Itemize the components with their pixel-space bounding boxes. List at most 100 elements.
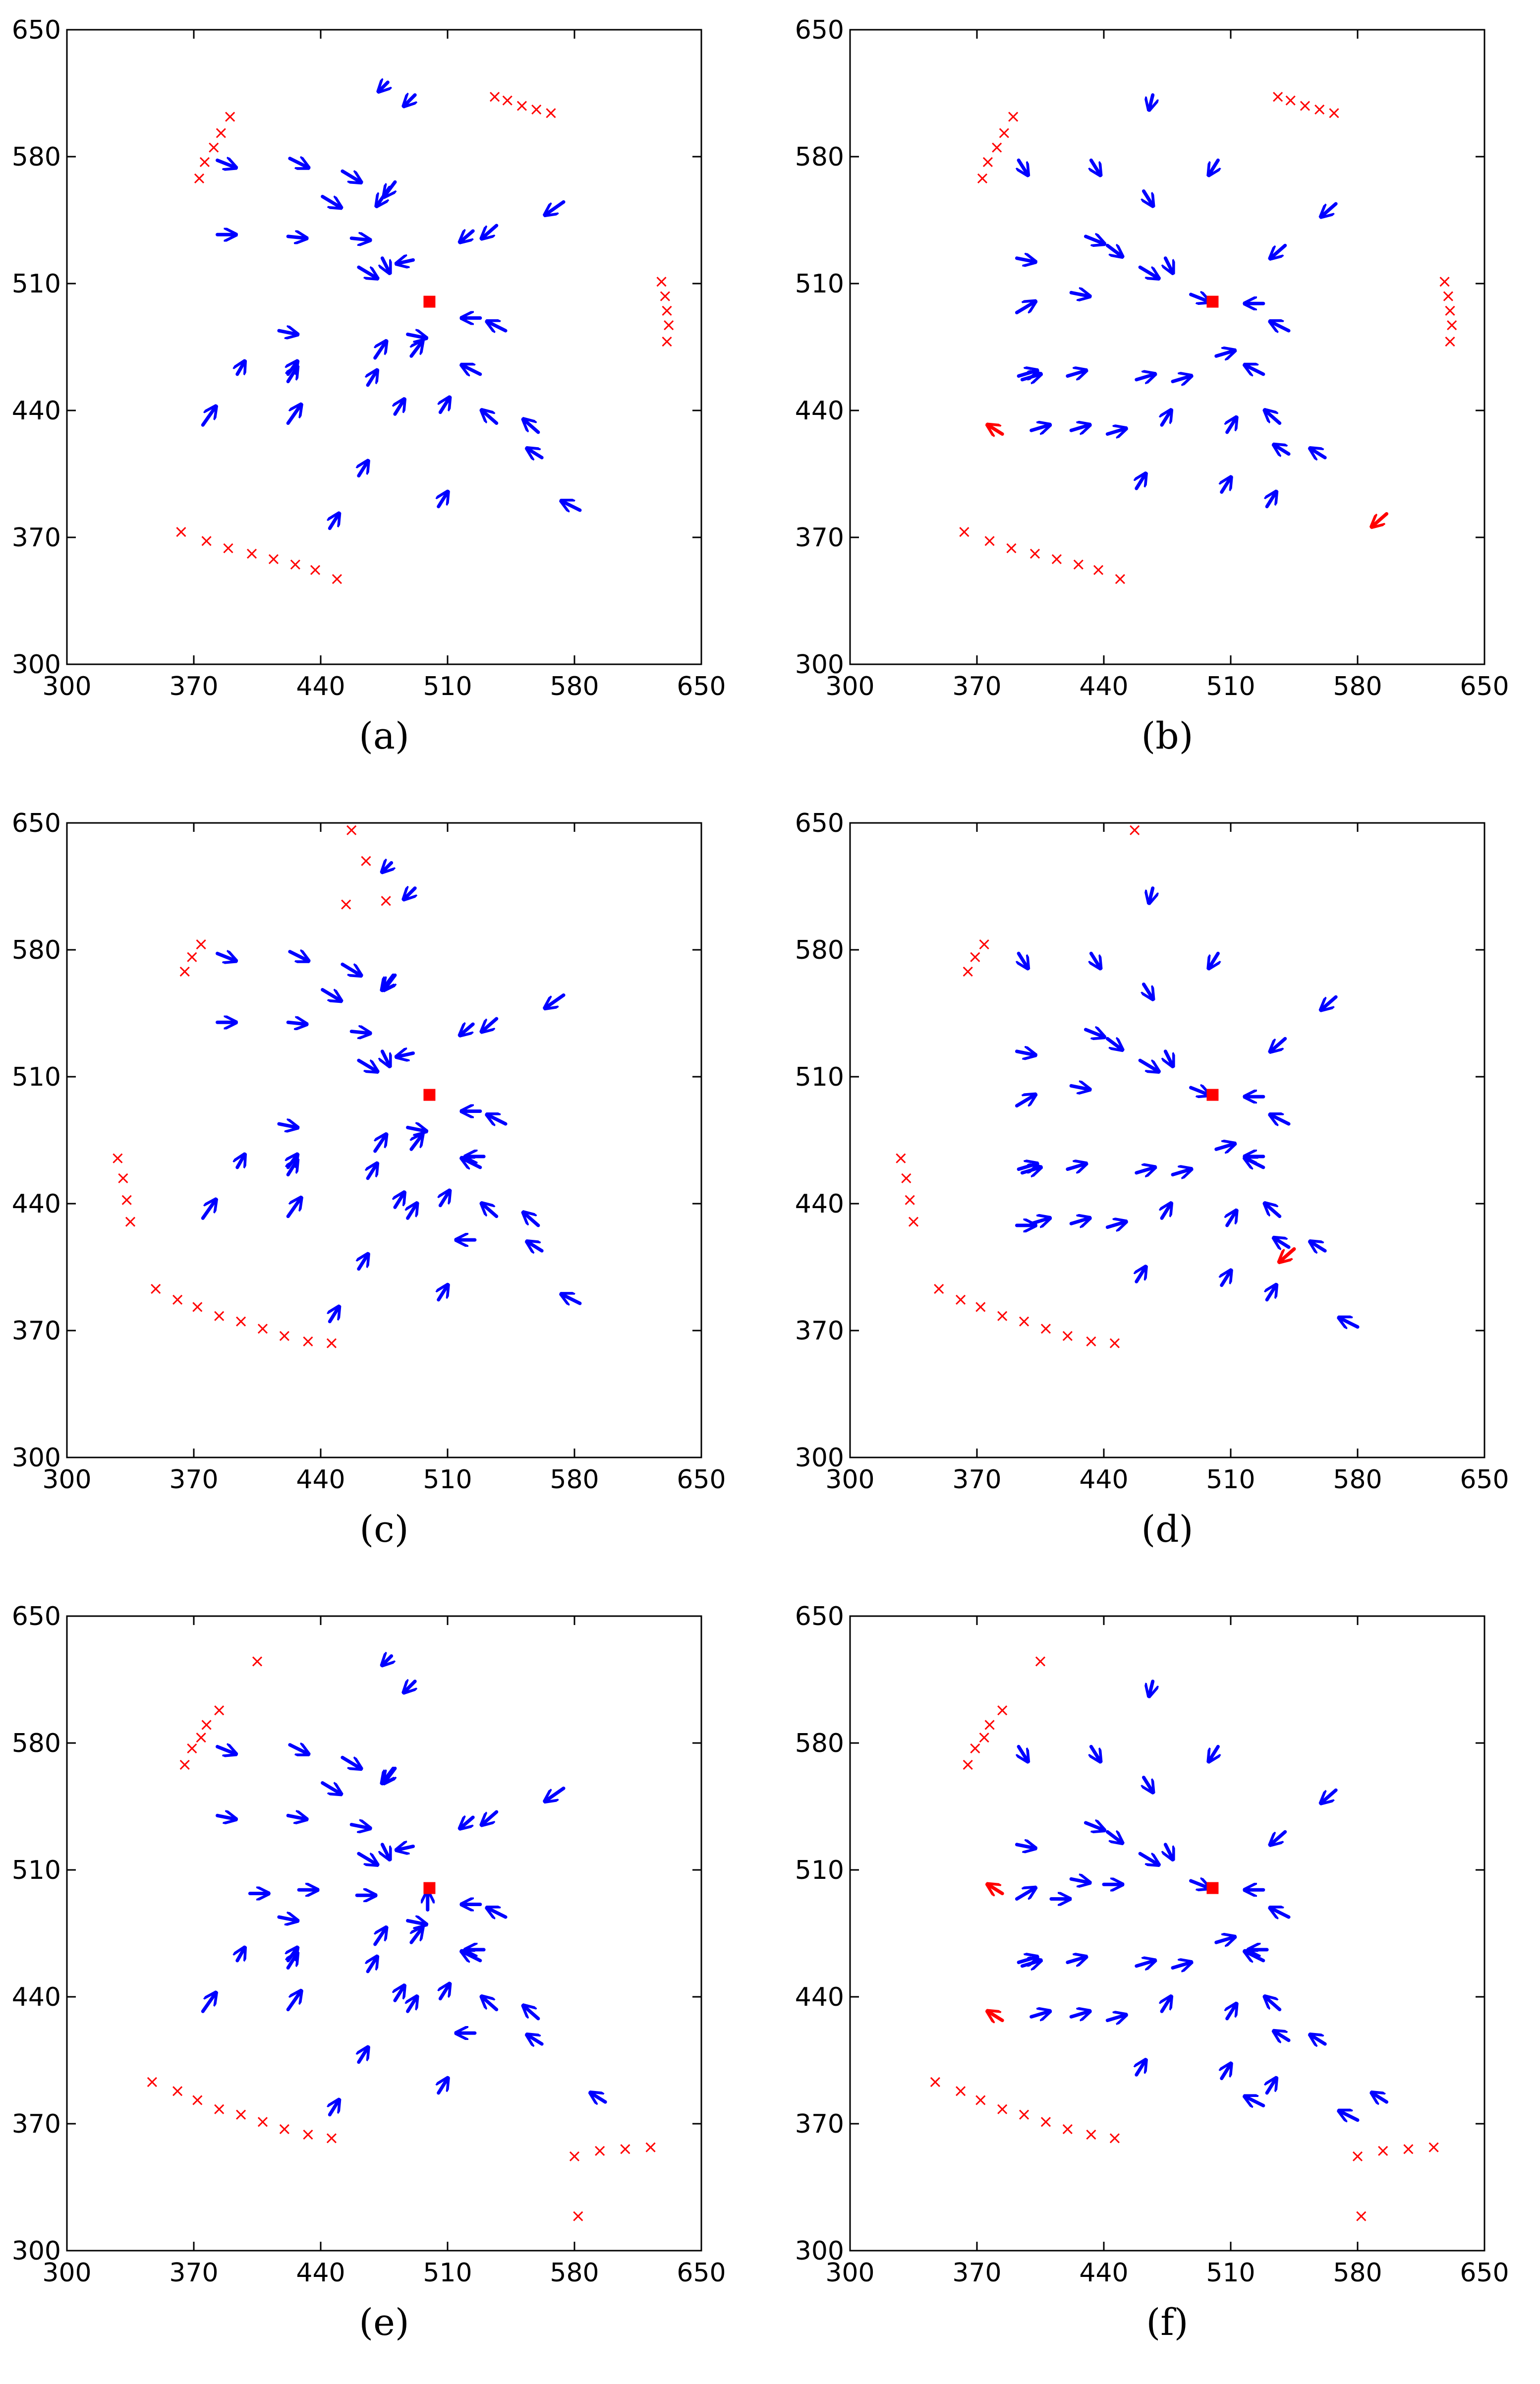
y-tick-label: 580 [795,935,844,965]
y-tick-label: 650 [795,809,844,838]
obstacle-marker [1378,2146,1388,2156]
flow-arrow [1274,1238,1291,1247]
flow-arrow [395,399,404,416]
x-tick-label: 440 [1079,672,1128,701]
flow-arrow [376,185,392,206]
flow-arrow [1214,1144,1235,1149]
flow-arrow [277,1124,298,1128]
panel-c: 300 370 440 510 580 650 300 370 440 510 580 650 (c) [12,809,726,1551]
flow-arrow [545,200,566,215]
obstacle-marker [326,2133,337,2144]
flow-arrow [439,2078,448,2095]
flow-arrow [1029,2011,1050,2017]
obstacle-marker [147,2077,157,2087]
flow-arrow [590,2093,607,2102]
y-tick-label: 650 [12,15,61,45]
flow-arrow [1105,1830,1122,1843]
y-tick-label: 580 [12,1729,61,1758]
flow-arrow [1162,410,1171,427]
flow-arrow [1019,158,1028,175]
obstacle-marker [502,95,513,106]
y-tick-label: 650 [12,809,61,838]
flow-arrow [1270,1908,1291,1917]
y-tick-label: 650 [795,15,844,45]
obstacle-marker [341,899,351,910]
flow-arrow [409,1927,423,1944]
flow-arrow [395,1985,404,2002]
flow-arrow [1143,1775,1153,1792]
x-tick-label: 580 [550,2258,599,2288]
y-tick-label: 580 [795,142,844,172]
obstacle-marker [303,1336,313,1347]
flow-arrow [1310,448,1327,458]
flow-arrow [1017,370,1037,376]
flow-arrow [1165,1049,1173,1066]
flow-arrow [359,1254,368,1271]
flow-arrow [1149,1680,1153,1696]
flow-arrow [237,1947,245,1963]
flow-arrow [1066,1957,1086,1962]
y-tick-label: 440 [12,1189,61,1219]
flow-arrow [237,361,245,376]
obstacle-marker [214,2104,225,2114]
flow-arrow [1105,243,1122,257]
x-tick-label: 440 [296,2258,345,2288]
flow-arrow [1189,294,1210,302]
y-tick-label: 580 [795,1729,844,1758]
flow-arrow [368,370,377,387]
flow-arrow [359,461,368,478]
x-tick-label: 370 [952,672,1001,701]
obstacle-marker [516,101,527,111]
x-tick-label: 440 [1079,2258,1128,2288]
flow-arrow [1015,1095,1035,1108]
obstacle-marker [172,2086,183,2096]
flow-arrow [378,82,388,92]
obstacle-marker [975,1302,986,1312]
flow-arrow [396,1053,415,1057]
flow-arrow [357,1058,378,1072]
obstacle-marker [984,536,995,546]
flow-arrow [1214,1937,1235,1942]
flow-arrow [1189,1088,1210,1095]
flow-arrow [216,1746,236,1754]
y-tick-label: 650 [12,1602,61,1631]
obstacle-marker [997,1311,1008,1321]
flow-arrow [1171,376,1192,381]
y-tick-label: 510 [795,1062,844,1092]
flow-arrow [288,159,309,168]
obstacle-marker [151,1283,161,1294]
flow-arrow [1017,1163,1037,1169]
y-tick-label: 370 [12,523,61,553]
y-tick-label: 300 [795,2236,844,2266]
x-tick-label: 440 [296,1465,345,1495]
obstacle-marker [332,574,342,584]
obstacle-marker [999,128,1009,138]
flow-arrow [1137,473,1146,490]
obstacle-marker [905,1195,915,1205]
flow-arrow [1171,1169,1192,1174]
flow-arrow [321,1781,342,1794]
flow-arrow [368,1956,377,1974]
obstacle-marker [1062,1331,1073,1341]
obstacle-marker [901,1173,912,1183]
flow-arrow [1227,417,1237,434]
obstacle-marker [252,1656,263,1667]
flow-arrow [1264,410,1282,425]
flow-arrow [460,1817,475,1829]
obstacle-marker [201,1720,212,1730]
flow-arrow [357,265,378,279]
flow-arrow [1245,365,1265,374]
flow-arrow [1171,1962,1192,1968]
flow-arrow [439,1284,448,1302]
obstacle-marker [236,2109,246,2120]
obstacle-marker [656,277,667,287]
flow-arrow [382,256,390,273]
obstacle-marker [1040,2117,1051,2127]
y-tick-label: 300 [12,1443,61,1473]
y-tick-label: 300 [12,2236,61,2266]
flow-arrow [288,366,297,383]
flow-arrow [1066,370,1086,376]
flow-arrow [1091,1744,1100,1761]
x-tick-label: 300 [825,2258,874,2288]
plot-frame [849,29,1485,665]
